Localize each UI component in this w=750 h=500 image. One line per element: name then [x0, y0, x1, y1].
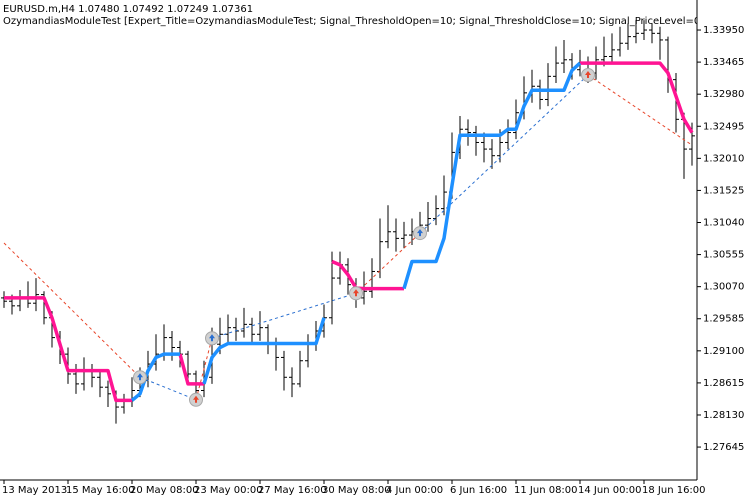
- ohlc-bar: [633, 20, 639, 44]
- ohlc-bar: [505, 119, 511, 150]
- indicator-line: [130, 61, 582, 402]
- ohlc-bar: [537, 79, 543, 110]
- ohlc-bar: [673, 73, 679, 133]
- ohlc-bar: [105, 380, 111, 408]
- y-tick-label: 1.30555: [703, 250, 744, 261]
- signal-arrow: [137, 373, 143, 381]
- ohlc-bar: [617, 26, 623, 57]
- signal-arrow: [585, 71, 591, 79]
- signal-marker: [133, 370, 147, 385]
- ohlc-bar: [241, 307, 247, 338]
- x-tick-label: 20 May 08:00: [130, 485, 199, 496]
- trade-line: [139, 376, 197, 401]
- ohlc-bar: [473, 125, 479, 156]
- signal-marker: [581, 68, 595, 83]
- ohlc-bar: [401, 221, 407, 249]
- signal-marker: [413, 226, 427, 241]
- signal-marker: [189, 392, 203, 407]
- ohlc-bar: [393, 218, 399, 252]
- trade-line: [211, 292, 357, 339]
- ohlc-bar: [481, 132, 487, 163]
- ohlc-bar: [625, 23, 631, 50]
- y-tick-label: 1.32495: [703, 121, 744, 132]
- ohlc-bar: [385, 205, 391, 249]
- ohlc-bar: [561, 39, 567, 74]
- y-tick-label: 1.29585: [703, 314, 744, 325]
- x-tick-label: 6 Jun 16:00: [450, 485, 507, 496]
- ohlc-bar: [553, 46, 559, 83]
- signal-arrow: [353, 289, 359, 297]
- ohlc-bar: [297, 350, 303, 388]
- signal-arrow: [417, 229, 423, 237]
- y-tick-label: 1.32980: [703, 89, 744, 100]
- x-tick-label: 23 May 00:00: [194, 485, 263, 496]
- y-tick-label: 1.31525: [703, 185, 744, 196]
- trade-line: [355, 232, 421, 294]
- ohlc-bar: [489, 139, 495, 169]
- x-tick-label: 30 May 08:00: [322, 485, 391, 496]
- ohlc-bar: [545, 63, 551, 107]
- ohlc-bar: [609, 33, 615, 64]
- ohlc-bar: [425, 201, 431, 232]
- y-tick-label: 1.28130: [703, 410, 744, 421]
- signal-marker: [349, 286, 363, 301]
- ohlc-bar: [369, 258, 375, 298]
- ohlc-bar: [465, 119, 471, 146]
- x-tick-label: 14 Jun 00:00: [578, 485, 642, 496]
- header: EURUSD.m,H4 1.07480 1.07492 1.07249 1.07…: [3, 4, 750, 27]
- trade-line: [587, 74, 693, 146]
- ohlc-bar: [433, 195, 439, 226]
- y-tick-label: 1.33950: [703, 25, 744, 36]
- ohlc-bar: [249, 317, 255, 345]
- ohlc-bar: [329, 251, 335, 325]
- signal-arrow: [209, 334, 215, 342]
- x-tick-label: 4 Jun 00:00: [386, 485, 443, 496]
- y-tick-label: 1.29100: [703, 346, 744, 357]
- plot-area: [1, 20, 695, 424]
- ohlc-bar: [649, 23, 655, 44]
- ohlc-bar: [657, 26, 663, 60]
- x-tick-label: 27 May 16:00: [258, 485, 327, 496]
- trade-line: [195, 338, 213, 400]
- indicator-line: [4, 61, 694, 403]
- x-tick-label: 11 Jun 08:00: [514, 485, 578, 496]
- x-tick-label: 13 May 2013: [2, 485, 67, 496]
- trade-line: [3, 242, 141, 378]
- ohlc-bar: [281, 350, 287, 391]
- y-tick-label: 1.28615: [703, 378, 744, 389]
- x-tick-label: 18 Jun 16:00: [642, 485, 706, 496]
- ohlc-bar: [33, 278, 39, 312]
- y-tick-label: 1.31040: [703, 218, 744, 229]
- signal-arrow: [193, 395, 199, 403]
- chart-subtitle: OzymandiasModuleTest [Expert_Title=Ozyma…: [3, 16, 750, 27]
- ohlc-bar: [97, 370, 103, 398]
- ohlc-bar: [289, 367, 295, 398]
- ohlc-bar: [641, 20, 647, 40]
- ohlc-bar: [441, 175, 447, 216]
- ohlc-bar: [513, 99, 519, 140]
- signal-marker: [205, 331, 219, 346]
- x-tick-label: 15 May 16:00: [66, 485, 135, 496]
- chart-title: EURUSD.m,H4 1.07480 1.07492 1.07249 1.07…: [3, 4, 253, 15]
- y-tick-label: 1.33465: [703, 57, 744, 68]
- ohlc-bar: [257, 311, 263, 341]
- y-tick-label: 1.27645: [703, 442, 744, 453]
- y-tick-label: 1.30070: [703, 282, 744, 293]
- y-tick-label: 1.32010: [703, 153, 744, 164]
